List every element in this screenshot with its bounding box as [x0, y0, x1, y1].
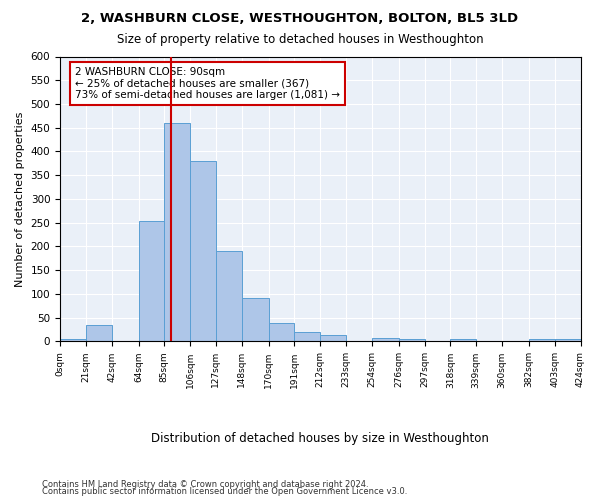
Bar — [529, 338, 555, 342]
Bar — [216, 251, 242, 342]
Bar — [555, 339, 581, 342]
Bar — [451, 338, 476, 342]
Bar — [190, 161, 216, 342]
Text: Contains HM Land Registry data © Crown copyright and database right 2024.: Contains HM Land Registry data © Crown c… — [42, 480, 368, 489]
X-axis label: Distribution of detached houses by size in Westhoughton: Distribution of detached houses by size … — [151, 432, 489, 445]
Bar — [139, 222, 164, 342]
Text: Size of property relative to detached houses in Westhoughton: Size of property relative to detached ho… — [116, 32, 484, 46]
Y-axis label: Number of detached properties: Number of detached properties — [15, 112, 25, 286]
Bar — [320, 336, 346, 342]
Bar — [242, 298, 269, 342]
Bar — [372, 338, 399, 342]
Bar — [399, 338, 425, 342]
Bar — [269, 324, 295, 342]
Text: 2, WASHBURN CLOSE, WESTHOUGHTON, BOLTON, BL5 3LD: 2, WASHBURN CLOSE, WESTHOUGHTON, BOLTON,… — [82, 12, 518, 26]
Text: Contains public sector information licensed under the Open Government Licence v3: Contains public sector information licen… — [42, 487, 407, 496]
Bar — [295, 332, 320, 342]
Bar — [86, 325, 112, 342]
Text: 2 WASHBURN CLOSE: 90sqm
← 25% of detached houses are smaller (367)
73% of semi-d: 2 WASHBURN CLOSE: 90sqm ← 25% of detache… — [75, 67, 340, 100]
Bar — [60, 339, 86, 342]
Bar — [164, 123, 190, 342]
